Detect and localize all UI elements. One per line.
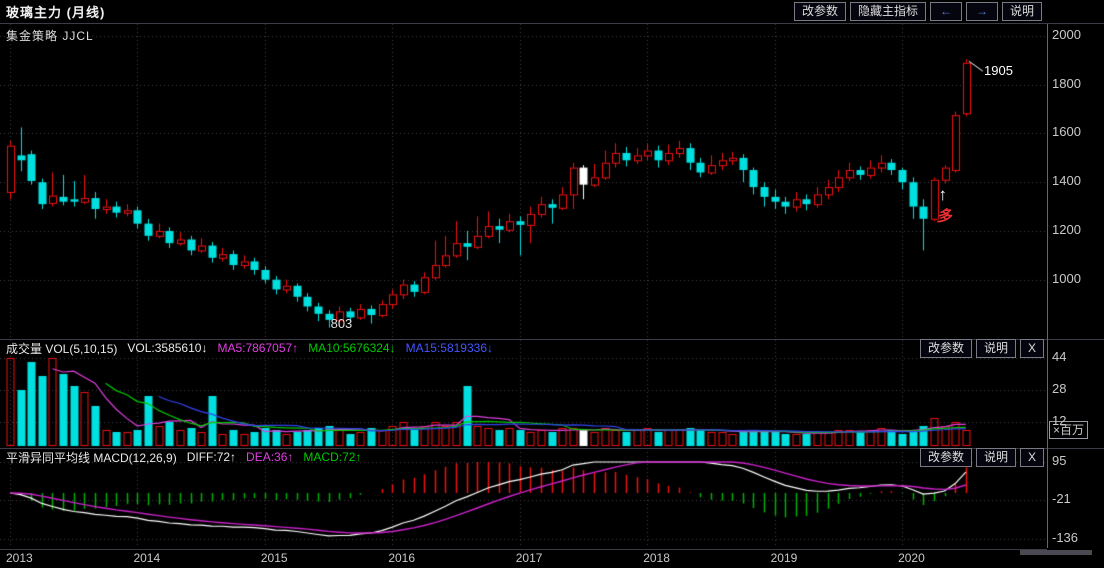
macd-pane-buttons: 改参数 说明 X [919,447,1104,467]
high-price-label: 1905 [984,63,1013,78]
year-label: 2018 [643,551,670,565]
price-axis-tick: 1600 [1052,124,1081,140]
top-bar-buttons: 改参数 隐藏主指标 ← → 说明 [793,2,1104,21]
macd-close-button[interactable]: X [1019,447,1044,467]
volume-help-button[interactable]: 说明 [975,338,1016,358]
price-axis-tick: 1800 [1052,75,1081,91]
price-axis-tick: 1200 [1052,221,1081,237]
volume-pane-title: 成交量 VOL(5,10,15) [6,341,118,356]
top-bar: 玻璃主力 (月线) 改参数 隐藏主指标 ← → 说明 [0,0,1104,24]
macd-axis-tick: -21 [1052,491,1071,507]
low-price-label: 803 [330,315,353,331]
year-label: 2020 [898,551,925,565]
macd-help-button[interactable]: 说明 [975,447,1016,467]
next-arrow-button[interactable]: → [965,2,998,21]
macd-pane-header: 平滑异同平均线 MACD(12,26,9) DIFF:72↑ DEA:36↑ M… [0,447,1104,467]
macd-diff-value: DIFF:72↑ [186,450,237,464]
help-button[interactable]: 说明 [1001,2,1042,21]
volume-current-value: VOL:3585610↓ [127,341,208,355]
volume-axis-tick: 44 [1052,349,1067,364]
change-params-button[interactable]: 改参数 [793,2,846,21]
year-label: 2013 [6,551,33,565]
macd-axis-tick: -136 [1052,529,1079,545]
hide-main-indicator-button[interactable]: 隐藏主指标 [849,2,926,21]
macd-change-params-button[interactable]: 改参数 [919,447,972,467]
volume-unit-label: ×百万 [1049,421,1089,439]
volume-axis-tick: 12 [1052,413,1067,428]
volume-ma15-value: MA15:5819336↓ [405,341,493,355]
price-axis-tick: 1000 [1052,270,1081,286]
strategy-label: 集金策略 JJCL [6,29,94,43]
contract-title: 玻璃主力 (月线) [6,5,106,20]
volume-axis-tick: 28 [1052,381,1067,396]
year-label: 2017 [515,551,543,565]
buy-signal-label: 多 [936,208,952,226]
year-label: 2016 [388,551,416,565]
buy-signal-arrow-icon: ↑ [938,185,948,205]
year-label: 2015 [260,551,288,565]
volume-ma5-value: MA5:7867057↑ [217,341,299,355]
volume-pane-buttons: 改参数 说明 X [919,338,1104,358]
volume-ma10-value: MA10:5676324↓ [308,341,396,355]
macd-pane-title: 平滑异同平均线 MACD(12,26,9) [6,450,177,465]
prev-arrow-button[interactable]: ← [929,2,962,21]
year-label: 2019 [770,551,798,565]
volume-pane-header: 成交量 VOL(5,10,15) VOL:3585610↓ MA5:786705… [0,338,1104,358]
price-axis-tick: 2000 [1052,27,1081,42]
volume-change-params-button[interactable]: 改参数 [919,338,972,358]
time-axis-divider [0,549,1047,550]
macd-dea-value: DEA:36↑ [246,450,294,464]
volume-close-button[interactable]: X [1019,338,1044,358]
horizontal-scrollbar[interactable] [1020,550,1092,555]
price-axis-divider [1047,24,1048,548]
year-label: 2014 [133,551,161,565]
macd-axis-tick: 95 [1052,453,1067,468]
price-axis-tick: 1400 [1052,173,1081,189]
macd-macd-value: MACD:72↑ [303,450,362,464]
